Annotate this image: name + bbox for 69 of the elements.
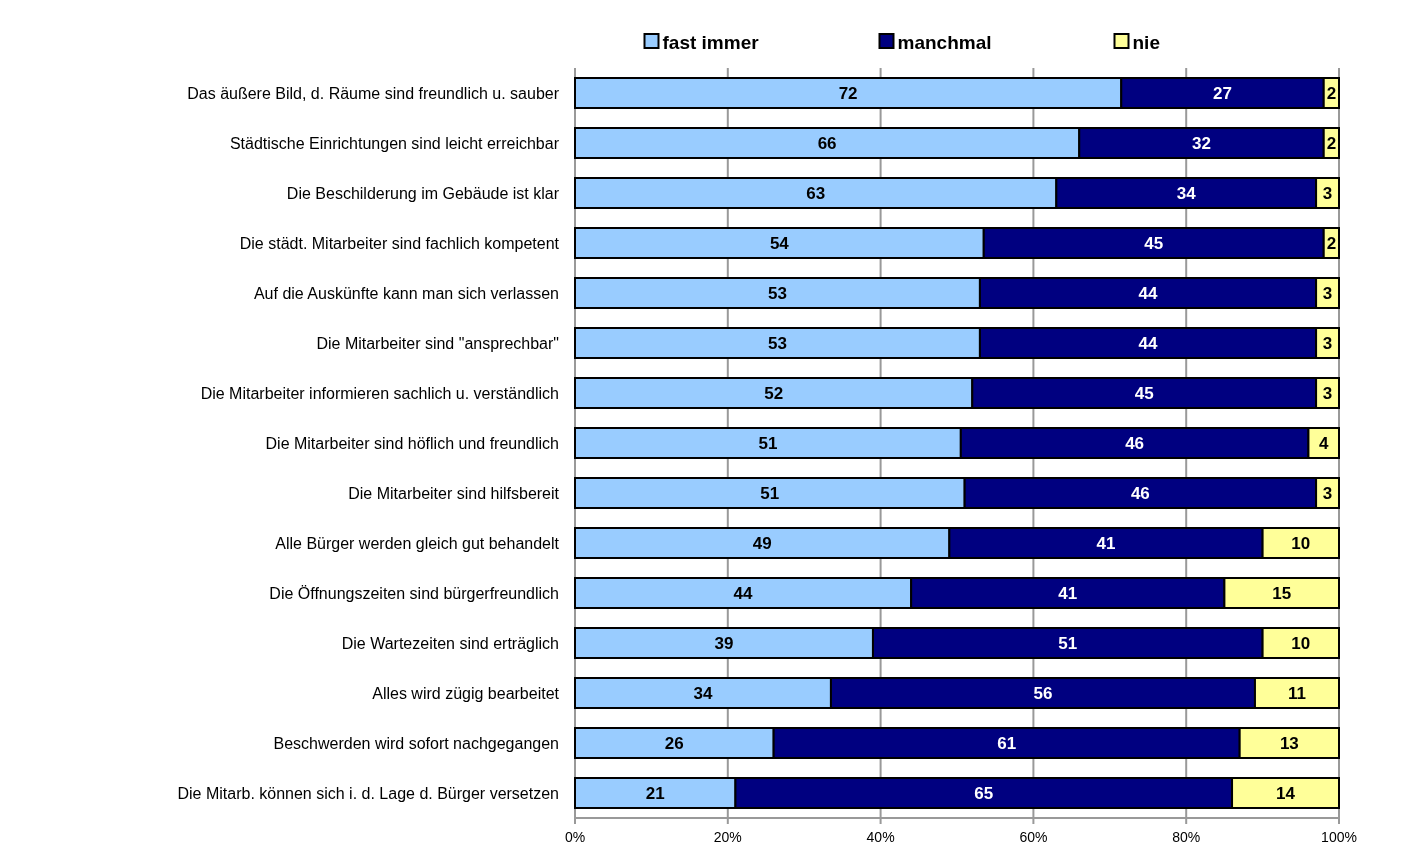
data-label: 2 xyxy=(1326,133,1337,153)
data-label: 4 xyxy=(1318,433,1329,453)
data-label: 72 xyxy=(838,83,858,103)
data-label: 39 xyxy=(714,633,734,653)
x-tick-label: 40% xyxy=(866,829,895,845)
data-label: 44 xyxy=(1138,333,1158,353)
data-label: 11 xyxy=(1287,683,1306,703)
x-tick-label: 0% xyxy=(564,829,586,845)
data-label: 46 xyxy=(1130,483,1150,503)
y-tick-label: Die städt. Mitarbeiter sind fachlich kompetent xyxy=(239,234,560,252)
x-tick-label: 60% xyxy=(1019,829,1048,845)
y-tick-label: Die Mitarbeiter sind höflich und freundlich xyxy=(265,434,559,452)
data-label: 3 xyxy=(1322,183,1333,203)
data-label: 51 xyxy=(760,483,780,503)
x-tick-label: 20% xyxy=(713,829,742,845)
data-label: 66 xyxy=(817,133,837,153)
y-tick-label: Die Mitarb. können sich i. d. Lage d. Bürger versetzen xyxy=(177,784,559,802)
data-label: 26 xyxy=(664,733,684,753)
data-label: 54 xyxy=(769,233,790,253)
data-label: 41 xyxy=(1096,533,1116,553)
y-tick-label: Alle Bürger werden gleich gut behandelt xyxy=(275,534,560,552)
data-label: 27 xyxy=(1213,83,1232,103)
data-label: 52 xyxy=(764,383,784,403)
y-tick-label: Die Beschilderung im Gebäude ist klar xyxy=(286,184,560,202)
y-tick-label: Die Mitarbeiter informieren sachlich u. verständlich xyxy=(200,384,559,402)
data-label: 3 xyxy=(1322,483,1333,503)
data-label: 34 xyxy=(693,683,713,703)
data-label: 2 xyxy=(1326,233,1337,253)
data-label: 44 xyxy=(1138,283,1158,303)
data-label: 61 xyxy=(997,733,1017,753)
data-label: 51 xyxy=(758,433,778,453)
data-label: 10 xyxy=(1291,533,1311,553)
data-label: 41 xyxy=(1058,583,1078,603)
data-label: 3 xyxy=(1322,283,1333,303)
y-tick-label: Das äußere Bild, d. Räume sind freundlich u. sauber xyxy=(187,84,560,102)
data-label: 10 xyxy=(1291,633,1311,653)
data-label: 65 xyxy=(974,783,994,803)
data-label: 46 xyxy=(1125,433,1145,453)
data-label: 53 xyxy=(768,283,787,303)
legend-label: fast immer xyxy=(662,31,760,53)
data-label: 51 xyxy=(1058,633,1078,653)
data-label: 3 xyxy=(1322,383,1333,403)
legend-label: nie xyxy=(1132,31,1160,53)
data-label: 3 xyxy=(1322,333,1333,353)
y-tick-label: Die Wartezeiten sind erträglich xyxy=(341,634,559,652)
y-tick-label: Die Mitarbeiter sind hilfsbereit xyxy=(348,484,560,502)
data-label: 34 xyxy=(1176,183,1197,203)
x-tick-label: 100% xyxy=(1321,829,1357,845)
y-tick-label: Auf die Auskünfte kann man sich verlassen xyxy=(253,284,559,302)
y-tick-label: Alles wird zügig bearbeitet xyxy=(372,684,560,702)
x-tick-label: 80% xyxy=(1172,829,1201,845)
legend-label: manchmal xyxy=(897,31,992,53)
data-label: 63 xyxy=(806,183,826,203)
y-tick-label: Städtische Einrichtungen sind leicht erreichbar xyxy=(229,134,560,152)
data-label: 44 xyxy=(733,583,754,603)
data-label: 13 xyxy=(1279,733,1299,753)
data-label: 14 xyxy=(1276,783,1296,803)
data-label: 53 xyxy=(768,333,787,353)
y-tick-label: Die Öffnungszeiten sind bürgerfreundlich xyxy=(269,584,559,602)
data-label: 2 xyxy=(1326,83,1337,103)
data-label: 15 xyxy=(1272,583,1292,603)
data-label: 45 xyxy=(1144,233,1164,253)
y-tick-label: Beschwerden wird sofort nachgegangen xyxy=(273,734,559,752)
y-tick-label: Die Mitarbeiter sind "ansprechbar" xyxy=(316,334,559,352)
data-label: 45 xyxy=(1134,383,1154,403)
data-label: 32 xyxy=(1192,133,1211,153)
data-label: 21 xyxy=(645,783,665,803)
data-label: 56 xyxy=(1033,683,1053,703)
data-label: 49 xyxy=(752,533,772,553)
